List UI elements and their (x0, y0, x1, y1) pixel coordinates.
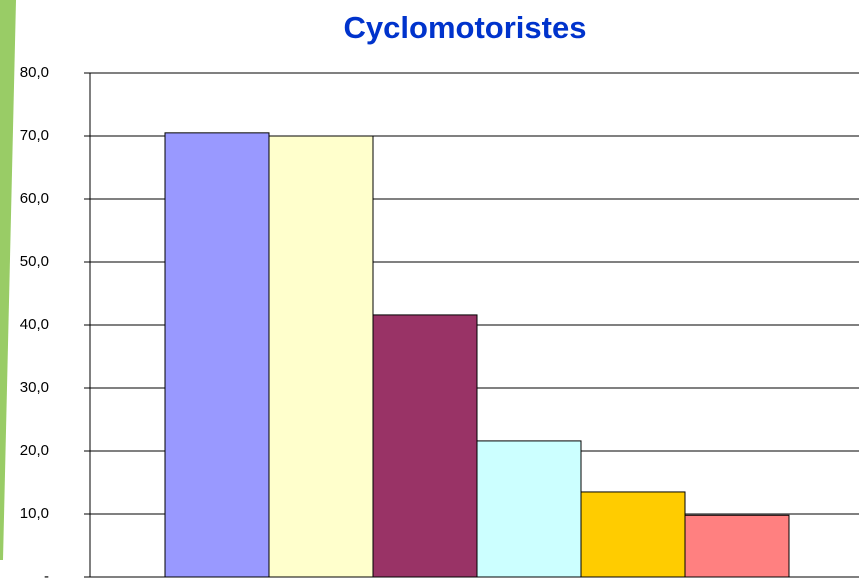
y-tick-label: 40,0 (20, 316, 49, 333)
bar (372, 314, 478, 578)
y-tick-label: 50,0 (20, 253, 49, 270)
y-tick-label: 20,0 (20, 442, 49, 459)
bar (684, 514, 790, 578)
y-tick-label: 60,0 (20, 190, 49, 207)
y-tick-label: 70,0 (20, 127, 49, 144)
y-tick-label: - (44, 568, 49, 580)
bar (268, 135, 374, 578)
bar (580, 491, 686, 578)
decor-stripe (0, 0, 16, 560)
y-tick-label: 30,0 (20, 379, 49, 396)
y-tick-label: 80,0 (20, 64, 49, 81)
bar (476, 440, 582, 578)
bar (164, 132, 270, 578)
chart-title: Cyclomotoristes (344, 10, 587, 45)
y-tick-label: 10,0 (20, 505, 49, 522)
